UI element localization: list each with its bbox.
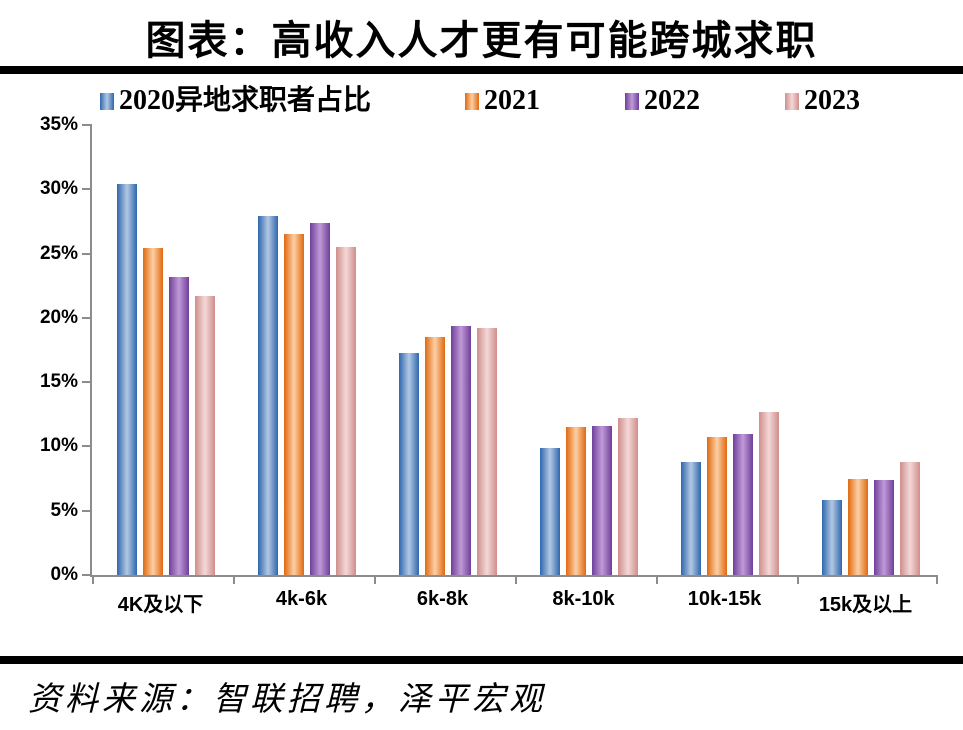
bar-2022-15k及以上	[874, 479, 894, 575]
legend-label-2023: 2023	[804, 85, 860, 116]
legend-item-2020: 2020异地求职者占比	[100, 84, 371, 118]
x-axis-category-label: 6k-8k	[416, 588, 469, 610]
bar-2021-4K及以下	[143, 248, 163, 575]
bar-2022-6k-8k	[451, 325, 471, 575]
y-axis-tick	[82, 381, 92, 384]
x-axis-category-label: 10k-15k	[687, 588, 762, 610]
bar-2021-10k-15k	[707, 437, 727, 575]
x-axis-category-label: 4k-6k	[275, 588, 328, 610]
bar-2023-6k-8k	[477, 328, 497, 575]
legend-item-2023: 2023	[785, 84, 860, 118]
x-axis-category-label: 15k及以上	[818, 594, 913, 616]
bar-2021-6k-8k	[425, 337, 445, 575]
y-axis-tick-label: 15%	[39, 371, 78, 393]
legend-item-2022: 2022	[625, 84, 700, 118]
bar-2021-4k-6k	[284, 234, 304, 575]
bar-2022-8k-10k	[592, 425, 612, 575]
y-axis-tick	[82, 445, 92, 448]
x-axis-tick	[797, 575, 799, 584]
bar-2023-4K及以下	[195, 296, 215, 575]
x-axis-category-label: 4K及以下	[117, 594, 204, 616]
x-axis-tick	[374, 575, 376, 584]
y-axis-tick-label: 5%	[50, 499, 78, 521]
bar-2020-8k-10k	[540, 447, 560, 575]
y-axis-tick-label: 0%	[50, 564, 78, 585]
bar-2022-4k-6k	[310, 222, 330, 575]
legend-swatch-2020-icon	[100, 92, 114, 110]
y-axis-tick	[82, 509, 92, 512]
bar-2023-15k及以上	[900, 461, 920, 575]
y-axis-tick	[82, 124, 92, 126]
bar-2020-4k-6k	[258, 216, 278, 575]
bar-2021-8k-10k	[566, 427, 586, 575]
x-axis-tick	[233, 575, 235, 584]
y-axis-tick	[82, 188, 92, 191]
x-axis-tick	[92, 575, 94, 584]
chart-title: 图表：高收入人才更有可能跨城求职	[145, 18, 818, 63]
legend-swatch-2021-icon	[465, 92, 479, 110]
y-axis-tick-label: 10%	[39, 435, 78, 457]
x-axis-tick	[656, 575, 658, 584]
y-axis-tick-label: 25%	[39, 242, 78, 264]
bar-2020-15k及以上	[822, 500, 842, 575]
x-axis-category-label: 8k-10k	[552, 588, 615, 610]
legend-label-2020: 2020异地求职者占比	[119, 85, 372, 116]
bar-2020-4K及以下	[117, 184, 137, 575]
bar-2020-6k-8k	[399, 352, 419, 575]
bar-2023-4k-6k	[336, 247, 356, 575]
bar-2023-10k-15k	[759, 411, 779, 575]
plot-area	[82, 124, 938, 584]
legend-label-2022: 2022	[644, 85, 700, 116]
bottom-divider	[0, 656, 963, 664]
legend-item-2021: 2021	[465, 84, 540, 118]
y-axis-tick-label: 35%	[39, 114, 78, 135]
source-note: 资料来源：智联招聘，泽平宏观	[28, 682, 546, 718]
y-axis-tick	[82, 574, 92, 576]
legend-swatch-2023-icon	[785, 92, 799, 110]
bar-2021-15k及以上	[848, 478, 868, 575]
y-axis-tick-label: 20%	[39, 306, 78, 328]
x-axis-tick	[515, 575, 517, 584]
top-divider	[0, 66, 963, 74]
y-axis-tick	[82, 316, 92, 319]
legend-swatch-2022-icon	[625, 92, 639, 110]
legend: 2020异地求职者占比 2021 2022 2023	[0, 84, 963, 118]
y-axis-tick	[82, 252, 92, 255]
y-axis-tick-label: 30%	[39, 178, 78, 200]
x-axis-tick	[936, 575, 938, 584]
legend-label-2021: 2021	[484, 85, 540, 116]
bar-2023-8k-10k	[618, 418, 638, 575]
bar-2022-10k-15k	[733, 433, 753, 575]
bar-2022-4K及以下	[169, 276, 189, 575]
bar-2020-10k-15k	[681, 461, 701, 575]
